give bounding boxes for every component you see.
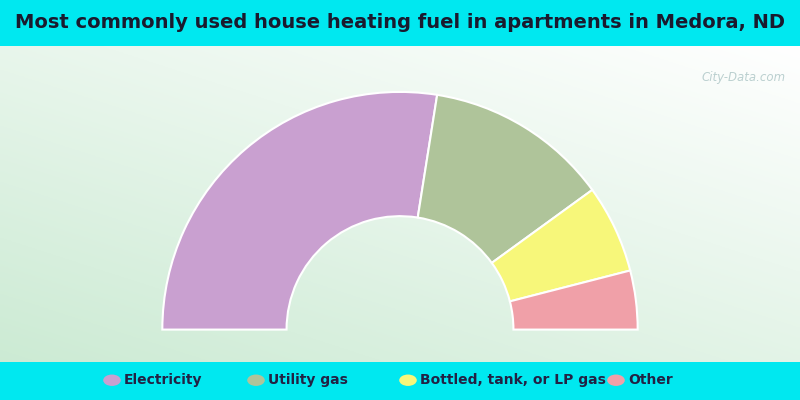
Ellipse shape (607, 374, 625, 386)
Text: Utility gas: Utility gas (268, 373, 348, 387)
Text: Electricity: Electricity (124, 373, 202, 387)
Wedge shape (418, 95, 592, 263)
Ellipse shape (103, 374, 121, 386)
Text: Other: Other (628, 373, 673, 387)
Wedge shape (492, 190, 630, 301)
Ellipse shape (247, 374, 265, 386)
Text: Most commonly used house heating fuel in apartments in Medora, ND: Most commonly used house heating fuel in… (15, 14, 785, 32)
Wedge shape (162, 92, 437, 330)
Wedge shape (510, 270, 638, 330)
Text: City-Data.com: City-Data.com (701, 71, 785, 84)
Ellipse shape (399, 374, 417, 386)
Text: Bottled, tank, or LP gas: Bottled, tank, or LP gas (420, 373, 606, 387)
